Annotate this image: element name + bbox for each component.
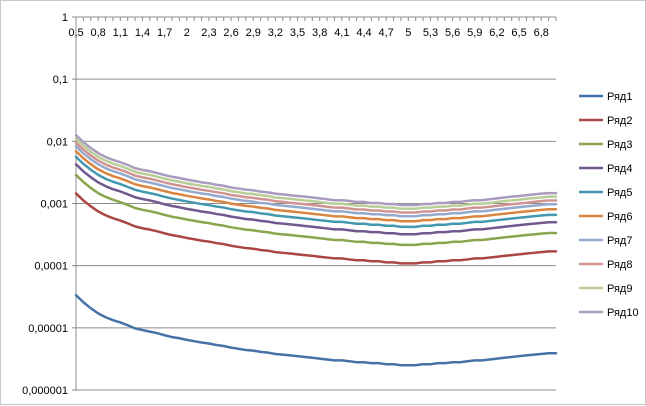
x-tick-label: 1,1 [113, 27, 128, 39]
x-tick-label: 6,8 [534, 27, 549, 39]
series-line-Ряд5 [74, 155, 558, 229]
series-lines [74, 133, 558, 367]
series-line-Ряд6 [74, 150, 558, 223]
x-tick-label: 0,5 [68, 27, 83, 39]
series-line-Ряд2 [74, 192, 558, 265]
series-line-Ряд3 [74, 173, 558, 247]
x-tick-label: 5,6 [445, 27, 460, 39]
legend-label: Ряд1 [607, 91, 632, 103]
legend-label: Ряд2 [607, 115, 632, 127]
y-tick-label: 0,1 [53, 74, 68, 86]
x-tick-label: 0,8 [91, 27, 106, 39]
x-tick-label: 2,6 [223, 27, 238, 39]
legend-label: Ряд9 [607, 283, 632, 295]
gridlines [76, 16, 556, 391]
y-tick-label: 0,001 [40, 199, 68, 211]
series-line-Ряд10 [74, 133, 558, 207]
x-tick-label: 3,8 [312, 27, 327, 39]
legend-label: Ряд5 [607, 187, 632, 199]
legend-label: Ряд4 [607, 163, 632, 175]
series-line-Ряд7 [74, 145, 558, 218]
y-tick-label: 1 [62, 12, 68, 24]
x-tick-label: 3,2 [268, 27, 283, 39]
x-tick-label: 2,3 [201, 27, 216, 39]
legend-label: Ряд7 [607, 235, 632, 247]
legend-label: Ряд10 [607, 307, 639, 319]
x-tick-label: 4,7 [379, 27, 394, 39]
series-line-Ряд8 [74, 141, 558, 214]
x-tick-label: 6,5 [511, 27, 526, 39]
x-tick-label: 1,4 [135, 27, 150, 39]
x-tick-label: 1,7 [157, 27, 172, 39]
legend-label: Ряд3 [607, 139, 632, 151]
x-tick-label: 6,2 [489, 27, 504, 39]
x-tick-label: 4,1 [334, 27, 349, 39]
y-tick-label: 0,000001 [22, 385, 68, 397]
y-tick-label: 0,0001 [34, 261, 68, 273]
axes [72, 16, 557, 391]
legend-label: Ряд6 [607, 211, 632, 223]
x-tick-label: 5,3 [423, 27, 438, 39]
legend: Ряд1 Ряд2 Ряд3 Ряд4 Ряд5 Ряд6 Ряд7 Ряд8 Ряд9 Ряд1… [579, 91, 639, 319]
x-tick-label: 5,9 [467, 27, 482, 39]
legend-label: Ряд8 [607, 259, 632, 271]
y-tick-label: 0,01 [47, 136, 68, 148]
x-tick-label: 5 [405, 27, 411, 39]
x-tick-label: 2,9 [246, 27, 261, 39]
x-axis-tick-labels: 0,5 0,8 1,1 1,4 1,7 2 2,3 2,6 2,9 3,2 3,5 3,8 4,1 4,4… [68, 27, 549, 39]
x-tick-label: 3,5 [290, 27, 305, 39]
series-line-Ряд9 [74, 137, 558, 210]
x-tick-label: 4,4 [356, 27, 371, 39]
x-tick-label: 2 [184, 27, 190, 39]
y-axis-tick-labels: 1 0,1 0,01 0,001 0,0001 0,00001 0,000001 [22, 12, 68, 397]
series-line-Ряд4 [74, 163, 558, 236]
series-line-Ряд1 [74, 293, 558, 367]
y-tick-label: 0,00001 [28, 323, 68, 335]
